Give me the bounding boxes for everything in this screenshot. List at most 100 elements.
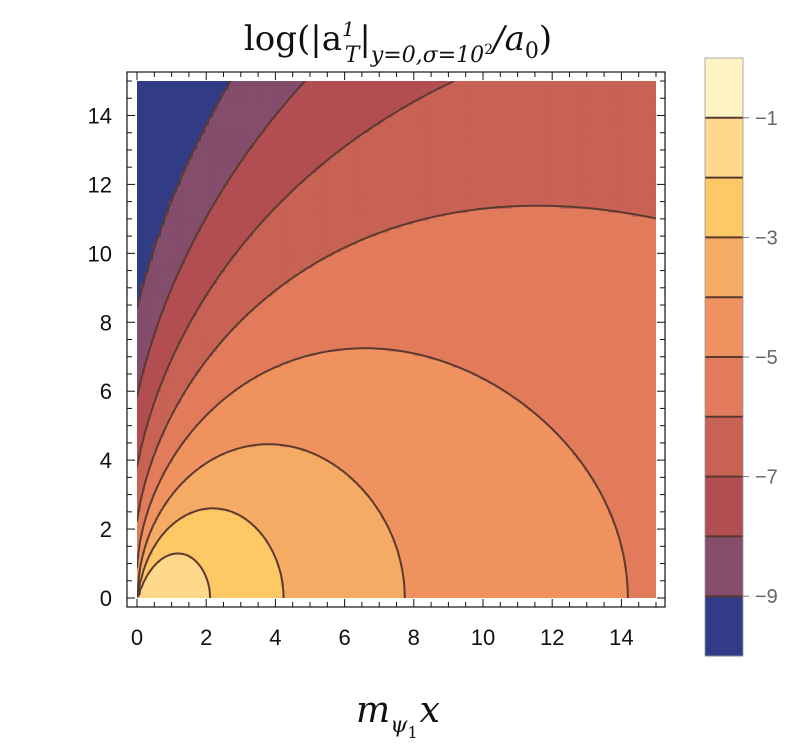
contour-cell bbox=[144, 152, 150, 158]
contour-cell bbox=[160, 176, 166, 182]
contour-cell bbox=[256, 303, 262, 309]
contour-cell bbox=[152, 283, 158, 289]
contour-cell bbox=[192, 554, 198, 559]
contour-cell bbox=[180, 236, 186, 241]
contour-cell bbox=[216, 446, 222, 452]
contour-cell bbox=[240, 355, 246, 360]
contour-cell bbox=[228, 518, 234, 524]
contour-cell bbox=[272, 267, 278, 273]
contour-cell bbox=[252, 470, 258, 476]
contour-cell bbox=[240, 423, 246, 428]
contour-cell bbox=[144, 295, 150, 301]
contour-cell bbox=[196, 371, 202, 376]
contour-cell bbox=[232, 263, 238, 269]
contour-cell bbox=[152, 200, 158, 205]
contour-cell bbox=[148, 423, 154, 428]
contour-cell bbox=[137, 248, 142, 253]
contour-cell bbox=[152, 486, 158, 492]
contour-cell bbox=[244, 228, 250, 233]
contour-cell bbox=[268, 331, 274, 337]
contour-cell bbox=[152, 538, 158, 543]
contour-cell bbox=[260, 518, 266, 524]
contour-cell bbox=[144, 168, 150, 174]
contour-cell bbox=[228, 200, 234, 205]
contour-cell bbox=[200, 399, 206, 404]
contour-cell bbox=[164, 220, 170, 225]
contour-cell bbox=[204, 474, 210, 480]
contour-cell bbox=[228, 367, 234, 372]
contour-cell bbox=[276, 415, 282, 420]
contour-cell bbox=[268, 355, 274, 360]
contour-cell bbox=[264, 100, 270, 106]
contour-cell bbox=[272, 375, 278, 380]
contour-cell bbox=[160, 550, 166, 555]
contour-cell bbox=[220, 263, 226, 269]
contour-cell bbox=[168, 375, 174, 380]
contour-cell bbox=[256, 240, 262, 245]
contour-cell bbox=[192, 482, 198, 488]
contour-cell bbox=[228, 299, 234, 305]
contour-cell bbox=[224, 415, 230, 420]
contour-cell bbox=[236, 395, 242, 400]
contour-cell bbox=[168, 570, 174, 575]
contour-cell bbox=[176, 172, 182, 178]
contour-cell bbox=[256, 502, 262, 508]
contour-cell bbox=[144, 454, 150, 460]
contour-cell bbox=[244, 387, 250, 392]
contour-cell bbox=[284, 526, 290, 531]
contour-cell bbox=[192, 88, 198, 94]
contour-cell bbox=[176, 522, 182, 528]
contour-cell bbox=[164, 462, 170, 468]
contour-cell bbox=[156, 156, 162, 162]
contour-cell bbox=[228, 379, 234, 384]
contour-cell bbox=[232, 367, 238, 372]
contour-cell bbox=[168, 188, 174, 193]
contour-cell bbox=[160, 558, 166, 563]
contour-cell bbox=[284, 96, 290, 102]
contour-cell bbox=[172, 104, 178, 110]
contour-cell bbox=[248, 323, 254, 329]
contour-cell bbox=[196, 204, 202, 209]
contour-cell bbox=[196, 403, 202, 408]
contour-cell bbox=[212, 116, 218, 122]
contour-cell bbox=[152, 216, 158, 221]
contour-cell bbox=[256, 104, 262, 110]
contour-cell bbox=[204, 92, 210, 98]
contour-cell bbox=[276, 423, 282, 428]
contour-cell bbox=[180, 339, 186, 345]
contour-cell bbox=[140, 84, 146, 90]
contour-cell bbox=[192, 100, 198, 106]
contour-cell bbox=[224, 267, 230, 273]
contour-cell bbox=[220, 446, 226, 452]
contour-cell bbox=[196, 586, 202, 591]
contour-cell bbox=[276, 319, 282, 325]
contour-cell bbox=[200, 236, 206, 241]
contour-cell bbox=[220, 208, 226, 213]
contour-cell bbox=[232, 96, 238, 102]
contour-cell bbox=[140, 255, 146, 261]
contour-cell bbox=[248, 311, 254, 317]
contour-cell bbox=[220, 319, 226, 325]
contour-cell bbox=[137, 275, 142, 281]
contour-cell bbox=[140, 351, 146, 357]
contour-cell bbox=[268, 506, 274, 512]
contour-cell bbox=[240, 104, 246, 110]
contour-cell bbox=[256, 347, 262, 353]
contour-cell bbox=[212, 323, 218, 329]
contour-cell bbox=[172, 482, 178, 488]
contour-cell bbox=[188, 454, 194, 460]
contour-cell bbox=[284, 379, 290, 384]
contour-cell bbox=[284, 434, 290, 440]
contour-cell bbox=[256, 140, 262, 146]
contour-cell bbox=[188, 180, 194, 185]
contour-cell bbox=[176, 574, 182, 579]
contour-cell bbox=[232, 295, 238, 301]
contour-cell bbox=[232, 255, 238, 261]
contour-cell bbox=[184, 208, 190, 213]
contour-cell bbox=[204, 415, 210, 420]
contour-cell bbox=[244, 168, 250, 174]
contour-cell bbox=[288, 590, 294, 595]
contour-cell bbox=[176, 291, 182, 297]
contour-cell bbox=[148, 299, 154, 305]
contour-cell bbox=[137, 446, 142, 452]
